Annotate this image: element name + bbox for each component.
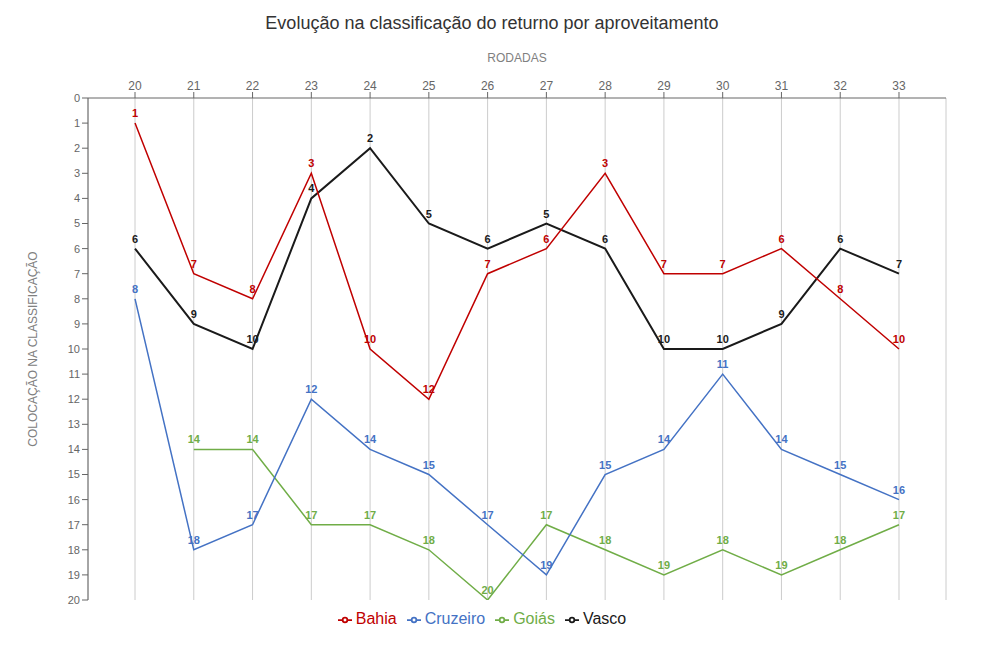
svg-text:6: 6	[74, 243, 80, 255]
svg-text:18: 18	[717, 534, 729, 546]
svg-text:7: 7	[191, 258, 197, 270]
svg-text:30: 30	[716, 79, 730, 93]
html-text:Goiás: Goiás	[513, 610, 555, 627]
svg-text:24: 24	[363, 79, 377, 93]
svg-text:8: 8	[74, 293, 80, 305]
svg-text:10: 10	[893, 333, 905, 345]
svg-text:18: 18	[423, 534, 435, 546]
svg-text:10: 10	[364, 333, 376, 345]
html-text:Cruzeiro: Cruzeiro	[424, 610, 486, 627]
svg-text:6: 6	[778, 233, 784, 245]
html-text:Bahia: Bahia	[355, 610, 397, 627]
svg-text:3: 3	[308, 157, 314, 169]
svg-text:RODADAS: RODADAS	[487, 51, 546, 65]
svg-text:6: 6	[132, 233, 138, 245]
svg-text:7: 7	[661, 258, 667, 270]
svg-text:8: 8	[132, 283, 138, 295]
svg-text:12: 12	[423, 383, 435, 395]
svg-text:17: 17	[68, 519, 80, 531]
svg-text:17: 17	[364, 509, 376, 521]
svg-text:17: 17	[246, 509, 258, 521]
svg-text:26: 26	[481, 79, 495, 93]
svg-text:27: 27	[540, 79, 554, 93]
svg-text:8: 8	[249, 283, 255, 295]
svg-text:18: 18	[188, 534, 200, 546]
svg-text:19: 19	[68, 569, 80, 581]
svg-text:1: 1	[132, 107, 138, 119]
svg-text:5: 5	[74, 217, 80, 229]
svg-text:17: 17	[893, 509, 905, 521]
svg-text:6: 6	[602, 233, 608, 245]
svg-text:19: 19	[540, 559, 552, 571]
svg-text:22: 22	[246, 79, 260, 93]
svg-text:18: 18	[68, 544, 80, 556]
svg-text:11: 11	[717, 358, 729, 370]
svg-text:7: 7	[485, 258, 491, 270]
svg-text:7: 7	[896, 258, 902, 270]
html-text:Vasco: Vasco	[583, 610, 627, 627]
svg-text:14: 14	[364, 433, 377, 445]
svg-text:20: 20	[68, 594, 80, 606]
svg-text:6: 6	[485, 233, 491, 245]
svg-text:20: 20	[128, 79, 142, 93]
svg-text:2: 2	[367, 132, 373, 144]
svg-text:13: 13	[68, 418, 80, 430]
html-text:Evolução na classificação do r: Evolução na classificação do returno por…	[265, 13, 719, 33]
svg-text:14: 14	[188, 433, 201, 445]
svg-text:5: 5	[426, 208, 432, 220]
svg-text:10: 10	[246, 333, 258, 345]
svg-text:14: 14	[246, 433, 259, 445]
svg-text:23: 23	[305, 79, 319, 93]
svg-text:17: 17	[540, 509, 552, 521]
svg-text:11: 11	[69, 368, 80, 380]
svg-text:15: 15	[599, 459, 611, 471]
svg-text:16: 16	[68, 494, 80, 506]
svg-text:8: 8	[837, 283, 843, 295]
svg-text:COLOCAÇÃO NA CLASSIFICAÇÃO: COLOCAÇÃO NA CLASSIFICAÇÃO	[26, 251, 40, 446]
svg-text:28: 28	[598, 79, 612, 93]
svg-text:7: 7	[74, 268, 80, 280]
svg-text:3: 3	[602, 157, 608, 169]
svg-text:12: 12	[68, 393, 80, 405]
svg-text:19: 19	[658, 559, 670, 571]
svg-text:5: 5	[543, 208, 549, 220]
svg-text:6: 6	[543, 233, 549, 245]
svg-text:1: 1	[74, 117, 80, 129]
svg-text:9: 9	[778, 308, 784, 320]
svg-text:12: 12	[305, 383, 317, 395]
svg-text:10: 10	[658, 333, 670, 345]
svg-text:19: 19	[775, 559, 787, 571]
svg-text:18: 18	[599, 534, 611, 546]
svg-text:33: 33	[892, 79, 906, 93]
svg-text:25: 25	[422, 79, 436, 93]
svg-text:9: 9	[74, 318, 80, 330]
svg-text:31: 31	[775, 79, 789, 93]
svg-text:7: 7	[720, 258, 726, 270]
svg-text:0: 0	[74, 92, 80, 104]
svg-text:10: 10	[68, 343, 80, 355]
svg-text:9: 9	[191, 308, 197, 320]
svg-text:17: 17	[305, 509, 317, 521]
svg-text:16: 16	[893, 484, 905, 496]
svg-text:32: 32	[834, 79, 848, 93]
svg-text:21: 21	[187, 79, 201, 93]
svg-text:15: 15	[68, 468, 80, 480]
svg-text:4: 4	[74, 192, 80, 204]
svg-text:20: 20	[481, 584, 493, 596]
svg-text:15: 15	[834, 459, 846, 471]
svg-text:17: 17	[481, 509, 493, 521]
svg-text:6: 6	[837, 233, 843, 245]
svg-text:14: 14	[658, 433, 671, 445]
svg-text:14: 14	[775, 433, 788, 445]
svg-text:29: 29	[657, 79, 671, 93]
svg-text:10: 10	[717, 333, 729, 345]
svg-text:2: 2	[74, 142, 80, 154]
svg-text:15: 15	[423, 459, 435, 471]
svg-text:18: 18	[834, 534, 846, 546]
svg-text:4: 4	[308, 182, 315, 194]
svg-text:14: 14	[68, 443, 80, 455]
svg-text:3: 3	[74, 167, 80, 179]
